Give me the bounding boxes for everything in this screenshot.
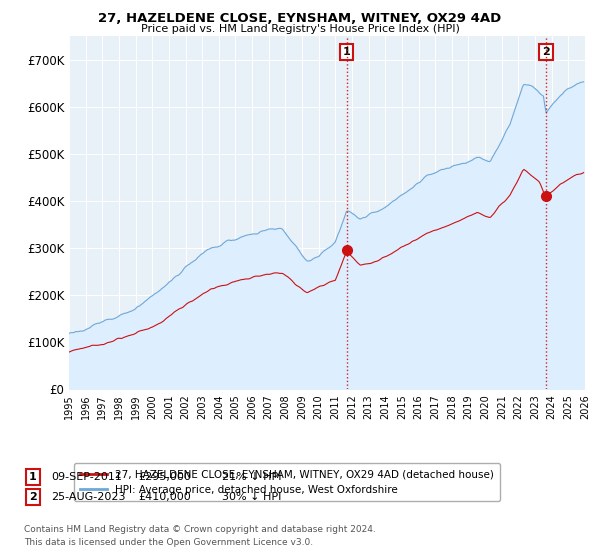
Text: 30% ↓ HPI: 30% ↓ HPI [222,492,281,502]
Text: 21% ↓ HPI: 21% ↓ HPI [222,472,281,482]
Text: £410,000: £410,000 [138,492,191,502]
Text: £295,000: £295,000 [138,472,191,482]
Text: 09-SEP-2011: 09-SEP-2011 [51,472,122,482]
Text: This data is licensed under the Open Government Licence v3.0.: This data is licensed under the Open Gov… [24,538,313,547]
Text: 2: 2 [29,492,37,502]
Text: 1: 1 [29,472,37,482]
Text: 1: 1 [343,47,350,57]
Text: 2: 2 [542,47,550,57]
Text: Price paid vs. HM Land Registry's House Price Index (HPI): Price paid vs. HM Land Registry's House … [140,24,460,34]
Legend: 27, HAZELDENE CLOSE, EYNSHAM, WITNEY, OX29 4AD (detached house), HPI: Average pr: 27, HAZELDENE CLOSE, EYNSHAM, WITNEY, OX… [74,463,500,501]
Text: 25-AUG-2023: 25-AUG-2023 [51,492,125,502]
Text: 27, HAZELDENE CLOSE, EYNSHAM, WITNEY, OX29 4AD: 27, HAZELDENE CLOSE, EYNSHAM, WITNEY, OX… [98,12,502,25]
Text: Contains HM Land Registry data © Crown copyright and database right 2024.: Contains HM Land Registry data © Crown c… [24,525,376,534]
